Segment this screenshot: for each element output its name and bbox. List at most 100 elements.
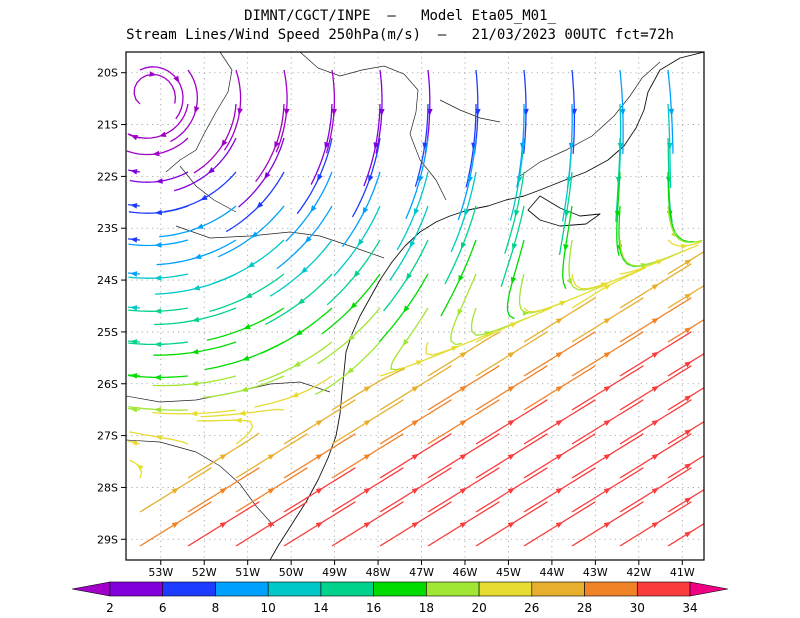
stream-arrow: [684, 463, 692, 470]
stream-arrow: [350, 302, 358, 310]
colorbar-segment: [215, 581, 269, 597]
stream-arrow: [274, 141, 280, 149]
lat-label: 20S: [97, 67, 118, 80]
streamline: [203, 375, 285, 399]
stream-arrow: [563, 244, 569, 252]
stream-arrow: [564, 210, 570, 218]
stream-arrow: [256, 201, 264, 209]
stream-arrow: [668, 108, 675, 116]
stream-arrow: [196, 223, 204, 229]
colorbar-label: 8: [212, 601, 220, 615]
stream-arrow: [459, 521, 468, 528]
stream-arrow: [315, 521, 324, 528]
stream-arrow: [555, 521, 564, 528]
chart-title-line-1: DIMNT/CGCT/INPE – Model Eta05_M01_: [244, 8, 556, 24]
colorbar: 2 6 8 10 14 16 18 20 26 28 30 34: [71, 581, 729, 615]
lon-label: 48W: [366, 566, 391, 579]
stream-arrow: [293, 361, 301, 367]
stream-arrow: [192, 284, 201, 291]
latitude-labels: 20S 21S 22S 23S 24S 25S 26S 27S 28S 29S: [97, 67, 126, 546]
lon-label: 43W: [583, 566, 608, 579]
stream-arrow: [516, 176, 523, 184]
stream-arrow: [684, 531, 692, 538]
stream-arrow: [191, 348, 199, 355]
streamline: [170, 69, 199, 143]
stream-arrow: [418, 175, 424, 184]
stream-arrow: [154, 308, 162, 314]
stream-arrow: [507, 453, 516, 460]
streamline: [440, 239, 477, 317]
stream-arrow: [315, 487, 324, 494]
stream-arrow: [615, 176, 622, 184]
stream-arrow: [304, 235, 312, 244]
streamline: [667, 171, 695, 243]
stream-arrow: [250, 231, 259, 238]
stream-arrow: [559, 300, 567, 307]
streamline: [450, 171, 477, 253]
lat-label: 25S: [97, 326, 118, 339]
stream-arrow: [357, 238, 364, 247]
lon-label: 53W: [148, 566, 173, 579]
streamline: [196, 419, 254, 445]
streamline: [523, 285, 603, 313]
stream-arrow: [566, 176, 572, 184]
stream-arrow: [684, 259, 692, 266]
colorbar-segment: [162, 581, 216, 597]
stream-arrow: [651, 283, 660, 290]
stream-arrow: [680, 243, 689, 250]
stream-arrow: [640, 263, 648, 269]
lon-label: 41W: [670, 566, 695, 579]
streamline: [285, 171, 333, 242]
stream-arrow: [603, 453, 612, 460]
state-border: [165, 52, 233, 173]
stream-arrow: [317, 173, 323, 182]
stream-arrow: [171, 487, 180, 494]
streamline: [619, 239, 684, 267]
streamline: [296, 137, 333, 215]
stream-arrow: [267, 521, 276, 528]
stream-arrow: [241, 355, 250, 361]
colorbar-segment: [426, 581, 480, 597]
stream-arrow: [656, 259, 664, 265]
colorbar-label: 20: [471, 601, 486, 615]
colorbar-segment: [109, 581, 164, 597]
lon-label: 44W: [539, 566, 564, 579]
stream-arrow: [194, 106, 200, 114]
stream-arrow: [555, 317, 564, 324]
stream-arrow: [207, 167, 215, 174]
stream-arrow: [173, 75, 180, 84]
stream-arrow: [411, 487, 420, 494]
stream-arrow: [300, 266, 308, 274]
colorbar-segment: [320, 581, 374, 597]
stream-arrow: [347, 334, 356, 341]
stream-arrow: [684, 293, 692, 300]
stream-arrow: [603, 521, 612, 528]
stream-arrow: [555, 453, 564, 460]
stream-arrow: [247, 261, 255, 268]
streamline: [127, 103, 189, 139]
stream-arrow: [363, 487, 372, 494]
stream-arrow: [158, 131, 167, 137]
stream-arrow: [459, 453, 468, 460]
stream-arrow: [684, 395, 692, 402]
stream-arrow: [684, 327, 692, 334]
stream-arrow: [297, 298, 305, 305]
stream-arrow: [411, 453, 420, 460]
stream-arrow: [603, 351, 612, 358]
stream-arrow: [555, 385, 564, 392]
streamline: [133, 73, 177, 105]
stream-arrow: [403, 305, 410, 313]
state-border: [126, 439, 275, 527]
stream-arrow: [191, 316, 200, 323]
stream-arrow: [467, 175, 473, 184]
streamline: [389, 205, 429, 281]
stream-arrow: [514, 209, 520, 218]
colorbar-label: 16: [366, 601, 381, 615]
stream-arrow: [379, 108, 385, 116]
colorbar-label: 2: [106, 601, 114, 615]
stream-arrow: [363, 385, 372, 392]
stream-arrow: [651, 521, 660, 528]
streamline: [321, 273, 381, 335]
stream-arrow: [413, 208, 420, 216]
